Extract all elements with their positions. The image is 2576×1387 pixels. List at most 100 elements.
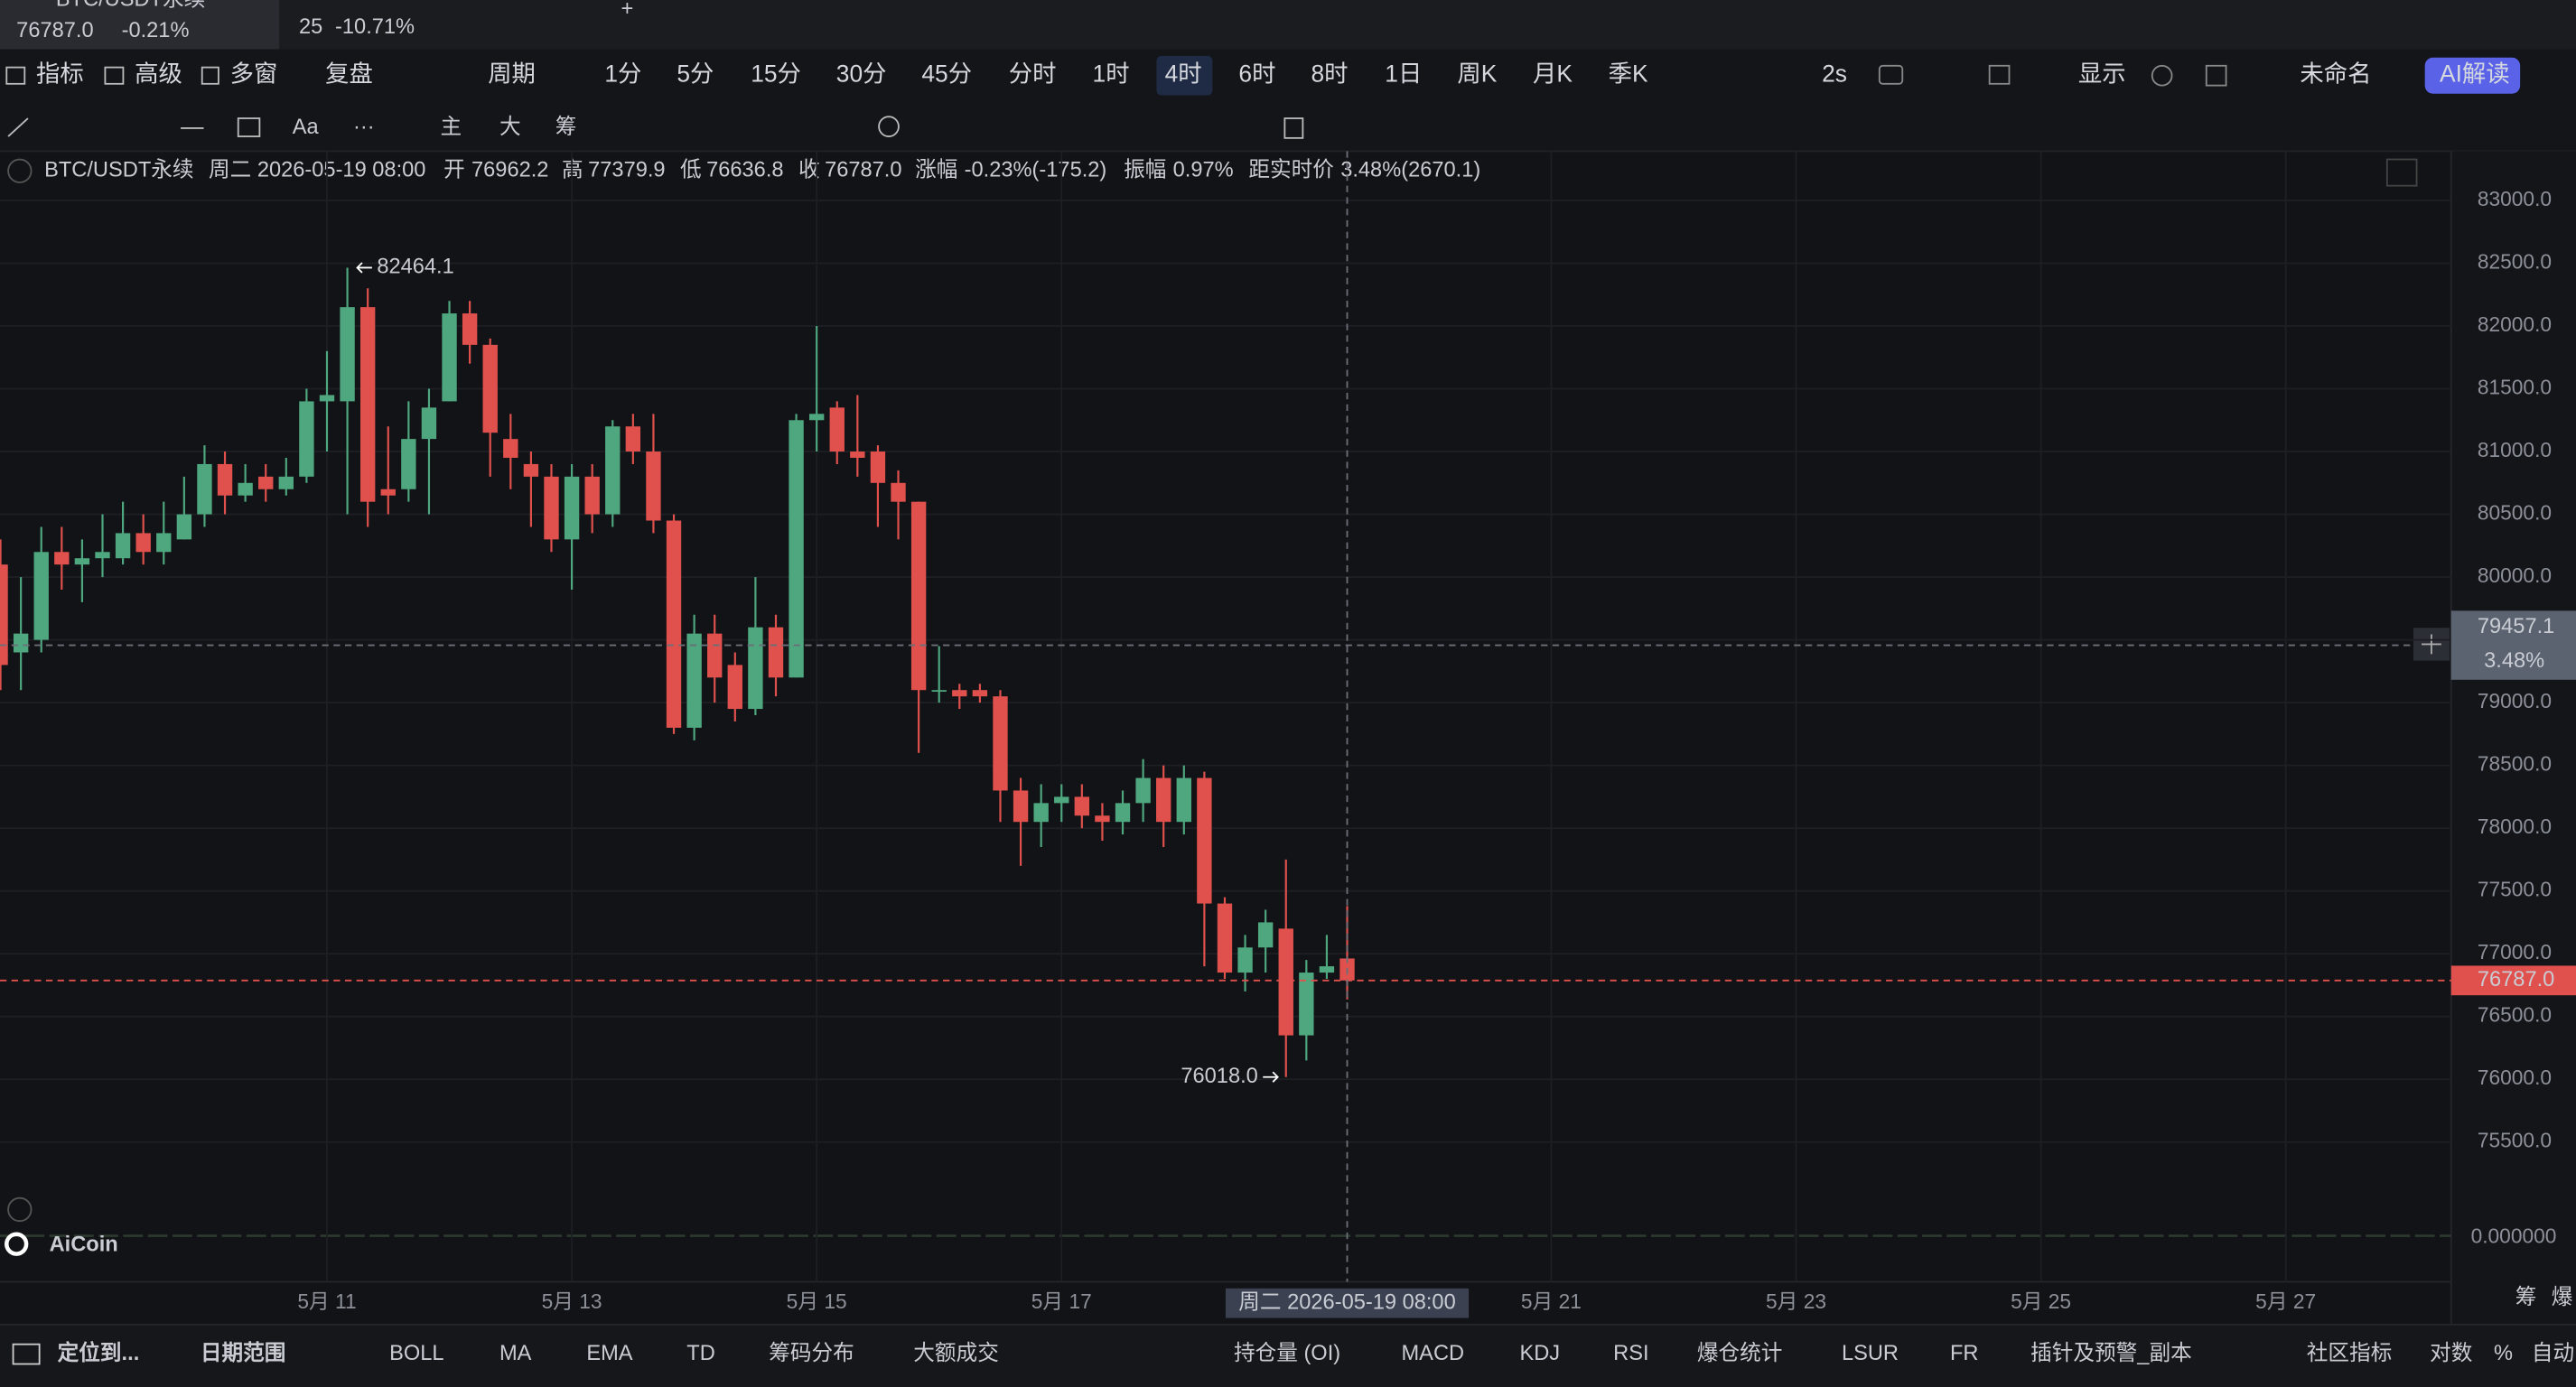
collapse-icon[interactable] [7,1196,33,1223]
candle-body [1237,947,1253,973]
bottom-item[interactable]: 大额成交 [913,1341,999,1365]
candle-body [217,463,233,496]
toolbar-item[interactable]: 6时 [1238,61,1275,88]
candle-body [258,476,274,489]
candle-body [789,420,804,678]
candle-body [197,463,212,515]
y-tick-label: 76500.0 [2478,1003,2552,1027]
fullscreen-icon[interactable] [2385,158,2418,187]
y-tick-label: 81500.0 [2478,376,2552,399]
x-tick-label: 5月 17 [1031,1289,1092,1313]
toolbar-item[interactable]: 45分 [921,61,972,88]
toolbar-item[interactable]: 2s [1822,61,1847,88]
side-label: 爆 [2552,1285,2573,1309]
add-tab[interactable]: + [621,0,634,21]
icon[interactable] [201,66,219,85]
collapse-icon[interactable] [7,158,33,183]
info-key: 收 [798,158,820,182]
info-key: 低 [680,158,702,182]
rect-tool[interactable] [237,117,261,137]
bottom-item[interactable]: LSUR [1842,1342,1899,1365]
draw-tool[interactable]: 筹 [555,115,577,139]
bottom-item[interactable]: TD [686,1342,715,1365]
y-tick-label: 77500.0 [2478,878,2552,901]
icon[interactable] [104,66,125,85]
draw-toolbar [0,101,2576,152]
toolbar-item[interactable]: 分时 [1009,61,1057,88]
camera-icon[interactable] [1878,64,1904,85]
annotation-label: 76018.0 [1181,1065,1257,1088]
bottom-item[interactable]: 筹码分布 [769,1341,854,1365]
line-tool[interactable] [7,117,29,137]
bottom-item[interactable]: 对数 [2430,1341,2472,1365]
bottom-item[interactable]: 爆仓统计 [1697,1341,1783,1365]
settings-icon[interactable] [2151,64,2173,87]
bottom-item[interactable]: 定位到... [58,1340,140,1365]
calendar-icon[interactable] [12,1343,41,1365]
toolbar-item[interactable]: 多窗 [230,61,278,88]
candle-body [13,633,29,653]
draw-tool[interactable]: Aa [293,116,320,139]
toolbar-item[interactable]: 1时 [1093,61,1130,88]
toolbar-item[interactable]: 周期 [488,61,536,88]
toolbar-item[interactable]: 15分 [751,61,801,88]
toolbar-item[interactable]: 复盘 [325,61,373,88]
annotation-arrow [356,262,372,274]
y-tick-label: 78500.0 [2478,752,2552,776]
toolbar-item[interactable]: 显示 [2078,61,2126,88]
toolbar-item[interactable]: 月K [1533,61,1573,88]
bottom-item[interactable]: EMA [586,1342,632,1365]
ai-button[interactable] [2424,57,2521,94]
toolbar [0,49,2576,102]
toolbar-icons [5,64,2227,1365]
zoom-tool[interactable] [878,116,900,137]
toolbar-item[interactable]: 高级 [135,61,182,88]
info-key: 距实时价 [1248,158,1334,182]
info-value: 76636.8 [706,159,783,182]
bottom-item[interactable]: 持仓量 (OI) [1234,1341,1340,1365]
plot [0,151,2451,1282]
bottom-item[interactable]: 社区指标 [2307,1341,2393,1365]
expand-icon[interactable] [2205,64,2227,87]
toolbar-item[interactable]: 5分 [677,61,714,88]
toolbar-item[interactable]: 季K [1609,61,1648,88]
candle-body [870,451,886,483]
draw-tool[interactable]: 大 [499,115,521,139]
toolbar-item[interactable]: 周K [1457,61,1497,88]
annotation-label: 82464.1 [377,256,453,279]
crosshair-price-box [2450,610,2576,680]
toolbar-item[interactable]: AI解读 [2440,61,2510,88]
bottom-item[interactable]: KDJ [1519,1342,1560,1365]
bottom-item[interactable]: 自动 [2532,1341,2574,1365]
delete-tool[interactable] [1283,117,1304,139]
bottom-item[interactable]: RSI [1613,1342,1648,1365]
draw-tool[interactable]: ··· [353,116,375,139]
bottom-item[interactable]: BOLL [389,1342,443,1365]
candle-body [380,489,396,496]
toolbar-item[interactable]: 30分 [836,61,887,88]
icon[interactable] [5,66,26,85]
crosshair-price: 79457.1 [2478,615,2554,638]
bottom-item[interactable]: FR [1950,1342,1979,1365]
active-tab[interactable] [0,0,280,50]
candle-body [421,407,437,440]
bottom-item[interactable]: MA [499,1342,532,1365]
toolbar-item[interactable]: 指标 [36,61,84,88]
y-tick-label: 76000.0 [2478,1066,2552,1089]
candle-body [115,533,131,559]
info-value: 76962.2 [471,159,548,182]
bottom-item[interactable]: 日期范围 [201,1341,286,1365]
tab-name: BTC/USDT永续 [56,0,205,11]
bottom-item[interactable]: MACD [1402,1342,1465,1365]
toolbar-item[interactable]: 1日 [1385,61,1422,88]
toolbar-item[interactable]: 未命名 [2300,61,2371,88]
icon[interactable] [1988,64,2011,85]
draw-tool[interactable]: 主 [440,115,462,139]
toolbar-item[interactable]: 8时 [1311,61,1348,88]
toolbar-item[interactable]: 4时 [1165,61,1202,88]
bottom-item[interactable]: 插针及预警_副本 [2030,1341,2192,1365]
toolbar-item[interactable]: 1分 [604,61,641,88]
bottom-item[interactable]: % [2494,1342,2513,1365]
